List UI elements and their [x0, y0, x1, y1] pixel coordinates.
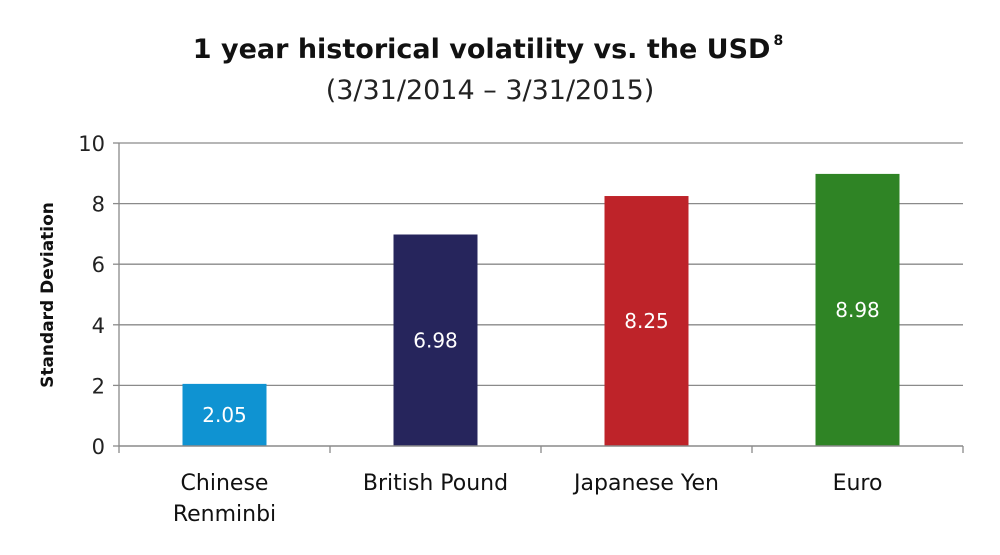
- labels: 0 2 4 6 8 10 2.05 6.98 8.25 8.98 Chinese Renminbi Br…: [78, 132, 882, 527]
- y-tick-label: 0: [92, 435, 105, 459]
- x-category-label-line: Japanese Yen: [572, 471, 719, 496]
- x-category-label: Euro: [833, 471, 883, 496]
- x-category-label-line: British Pound: [363, 471, 508, 496]
- axes: [113, 142, 964, 453]
- x-category-label-line: Euro: [833, 471, 883, 496]
- y-tick-label: 4: [92, 314, 105, 338]
- chart-title-superscript: 8: [773, 33, 783, 49]
- bar: [393, 234, 478, 446]
- y-tick-label: 8: [92, 193, 105, 217]
- x-category-label-line: Renminbi: [173, 502, 276, 527]
- data-label: 2.05: [202, 403, 247, 427]
- y-tick-label: 10: [78, 132, 105, 156]
- y-tick-label: 2: [92, 374, 105, 398]
- chart-title-text: 1 year historical volatility vs. the USD: [193, 34, 771, 65]
- bar: [815, 173, 900, 446]
- chart-subtitle: (3/31/2014 – 3/31/2015): [326, 75, 655, 106]
- data-label: 8.25: [624, 309, 669, 333]
- bar: [182, 383, 267, 446]
- y-tick-label: 6: [92, 253, 105, 277]
- data-label: 8.98: [835, 298, 880, 322]
- data-label: 6.98: [413, 328, 458, 352]
- chart-title: 1 year historical volatility vs. the USD…: [193, 33, 783, 65]
- x-category-label: Chinese Renminbi: [173, 471, 276, 527]
- x-category-label-line: Chinese: [181, 471, 269, 496]
- bars: [182, 173, 900, 446]
- x-category-label: British Pound: [363, 471, 508, 496]
- x-category-label: Japanese Yen: [572, 471, 719, 496]
- bar: [604, 196, 689, 446]
- y-axis-label: Standard Deviation: [38, 202, 58, 388]
